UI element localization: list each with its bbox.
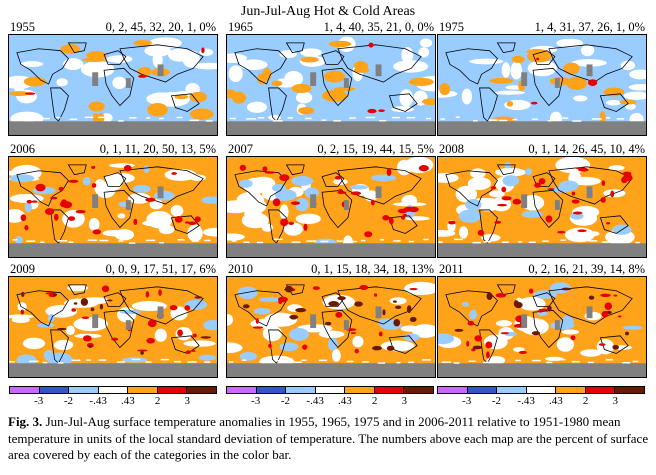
anomaly-map bbox=[226, 34, 436, 136]
panel-year: 1955 bbox=[10, 20, 35, 34]
panel-year: 2006 bbox=[10, 142, 35, 156]
panel-percentages: 0, 2, 45, 32, 20, 1, 0% bbox=[105, 20, 216, 34]
panel-percentages: 0, 0, 9, 17, 51, 17, 6% bbox=[105, 262, 216, 276]
map-panel-2011: 2011 0, 2, 16, 21, 39, 14, 8% bbox=[437, 262, 647, 378]
colorbar-tick-label: -2 bbox=[280, 395, 291, 407]
anomaly-map bbox=[8, 156, 218, 258]
colorbar-swatches bbox=[437, 386, 645, 394]
panel-year: 2011 bbox=[439, 262, 464, 276]
colorbar-swatches bbox=[9, 386, 217, 394]
colorbar-tick-label: -3 bbox=[462, 395, 472, 407]
colorbar-swatch bbox=[404, 387, 434, 393]
colorbar-swatch bbox=[227, 387, 257, 393]
colorbar-ticks: -3 -2 -.43 .43 2 3 bbox=[437, 395, 645, 409]
map-panel-1965: 1965 1, 4, 40, 35, 21, 0, 0% bbox=[226, 20, 436, 136]
panel-percentages: 1, 4, 40, 35, 21, 0, 0% bbox=[323, 20, 434, 34]
colorbar-swatch bbox=[497, 387, 527, 393]
colorbar-tick-label: -3 bbox=[251, 395, 261, 407]
colorbar-tick-label: -.43 bbox=[517, 395, 535, 407]
colorbar-swatch bbox=[374, 387, 405, 393]
panel-year: 1975 bbox=[439, 20, 464, 34]
anomaly-map bbox=[226, 276, 436, 378]
colorbar-swatch bbox=[556, 387, 586, 393]
panel-percentages: 1, 4, 31, 37, 26, 1, 0% bbox=[534, 20, 645, 34]
map-panel-2009: 2009 0, 0, 9, 17, 51, 17, 6% bbox=[8, 262, 218, 378]
colorbar-tick-label: 2 bbox=[582, 395, 589, 407]
figure-caption: Fig. 3. Jun-Jul-Aug surface temperature … bbox=[8, 414, 652, 464]
map-panel-2006: 2006 0, 1, 11, 20, 50, 13, 5% bbox=[8, 142, 218, 258]
colorbar-swatch bbox=[315, 387, 346, 393]
panel-year: 2009 bbox=[10, 262, 35, 276]
colorbar-tick-label: -.43 bbox=[306, 395, 324, 407]
map-panel-2010: 2010 0, 1, 15, 18, 34, 18, 13% bbox=[226, 262, 436, 378]
colorbar-ticks: -3 -2 -.43 .43 2 3 bbox=[9, 395, 217, 409]
colorbar-swatch bbox=[256, 387, 287, 393]
colorbar: -3 -2 -.43 .43 2 3 bbox=[226, 386, 434, 410]
colorbar-swatch bbox=[39, 387, 70, 393]
colorbar-tick-label: 3 bbox=[184, 395, 191, 407]
colorbar-tick-label: -3 bbox=[34, 395, 44, 407]
colorbar-swatch bbox=[69, 387, 99, 393]
colorbar-tick-label: 2 bbox=[154, 395, 161, 407]
colorbar-tick-label: 3 bbox=[401, 395, 408, 407]
anomaly-map bbox=[8, 276, 218, 378]
anomaly-map bbox=[437, 276, 647, 378]
map-panel-1955: 1955 0, 2, 45, 32, 20, 1, 0% bbox=[8, 20, 218, 136]
colorbar-swatch bbox=[438, 387, 468, 393]
panel-percentages: 0, 1, 15, 18, 34, 18, 13% bbox=[311, 262, 434, 276]
colorbar-swatch bbox=[128, 387, 158, 393]
colorbar: -3 -2 -.43 .43 2 3 bbox=[437, 386, 645, 410]
panel-percentages: 0, 2, 16, 21, 39, 14, 8% bbox=[528, 262, 645, 276]
colorbar-swatch bbox=[98, 387, 129, 393]
colorbar-swatch bbox=[585, 387, 616, 393]
panel-year: 2010 bbox=[228, 262, 253, 276]
colorbar-ticks: -3 -2 -.43 .43 2 3 bbox=[226, 395, 434, 409]
colorbar-swatches bbox=[226, 386, 434, 394]
colorbar-swatch bbox=[187, 387, 217, 393]
colorbar-swatch bbox=[286, 387, 316, 393]
colorbar-tick-label: -.43 bbox=[89, 395, 107, 407]
colorbar-swatch bbox=[615, 387, 645, 393]
figure-title: Jun-Jul-Aug Hot & Cold Areas bbox=[240, 4, 416, 19]
panel-year: 2007 bbox=[228, 142, 253, 156]
caption-label: Fig. 3. bbox=[8, 414, 43, 429]
colorbar-tick-label: .43 bbox=[120, 395, 135, 407]
panel-percentages: 0, 2, 15, 19, 44, 15, 5% bbox=[317, 142, 434, 156]
colorbar-tick-label: .43 bbox=[548, 395, 563, 407]
colorbar-swatch bbox=[467, 387, 498, 393]
panel-percentages: 0, 1, 11, 20, 50, 13, 5% bbox=[99, 142, 216, 156]
colorbar-tick-label: .43 bbox=[337, 395, 352, 407]
colorbar-tick-label: 3 bbox=[612, 395, 619, 407]
colorbar-swatch bbox=[345, 387, 375, 393]
caption-text: Jun-Jul-Aug surface temperature anomalie… bbox=[8, 414, 649, 462]
colorbar-tick-label: -2 bbox=[63, 395, 74, 407]
colorbar-swatch bbox=[157, 387, 188, 393]
colorbar-tick-label: -2 bbox=[491, 395, 502, 407]
map-panel-2008: 2008 0, 1, 14, 26, 45, 10, 4% bbox=[437, 142, 647, 258]
anomaly-map bbox=[8, 34, 218, 136]
panel-year: 2008 bbox=[439, 142, 464, 156]
map-panel-1975: 1975 1, 4, 31, 37, 26, 1, 0% bbox=[437, 20, 647, 136]
colorbar: -3 -2 -.43 .43 2 3 bbox=[9, 386, 217, 410]
panel-year: 1965 bbox=[228, 20, 253, 34]
anomaly-map bbox=[437, 34, 647, 136]
colorbar-swatch bbox=[10, 387, 40, 393]
colorbar-tick-label: 2 bbox=[371, 395, 378, 407]
map-panel-2007: 2007 0, 2, 15, 19, 44, 15, 5% bbox=[226, 142, 436, 258]
anomaly-map bbox=[437, 156, 647, 258]
panel-percentages: 0, 1, 14, 26, 45, 10, 4% bbox=[528, 142, 645, 156]
colorbar-swatch bbox=[526, 387, 557, 393]
anomaly-map bbox=[226, 156, 436, 258]
